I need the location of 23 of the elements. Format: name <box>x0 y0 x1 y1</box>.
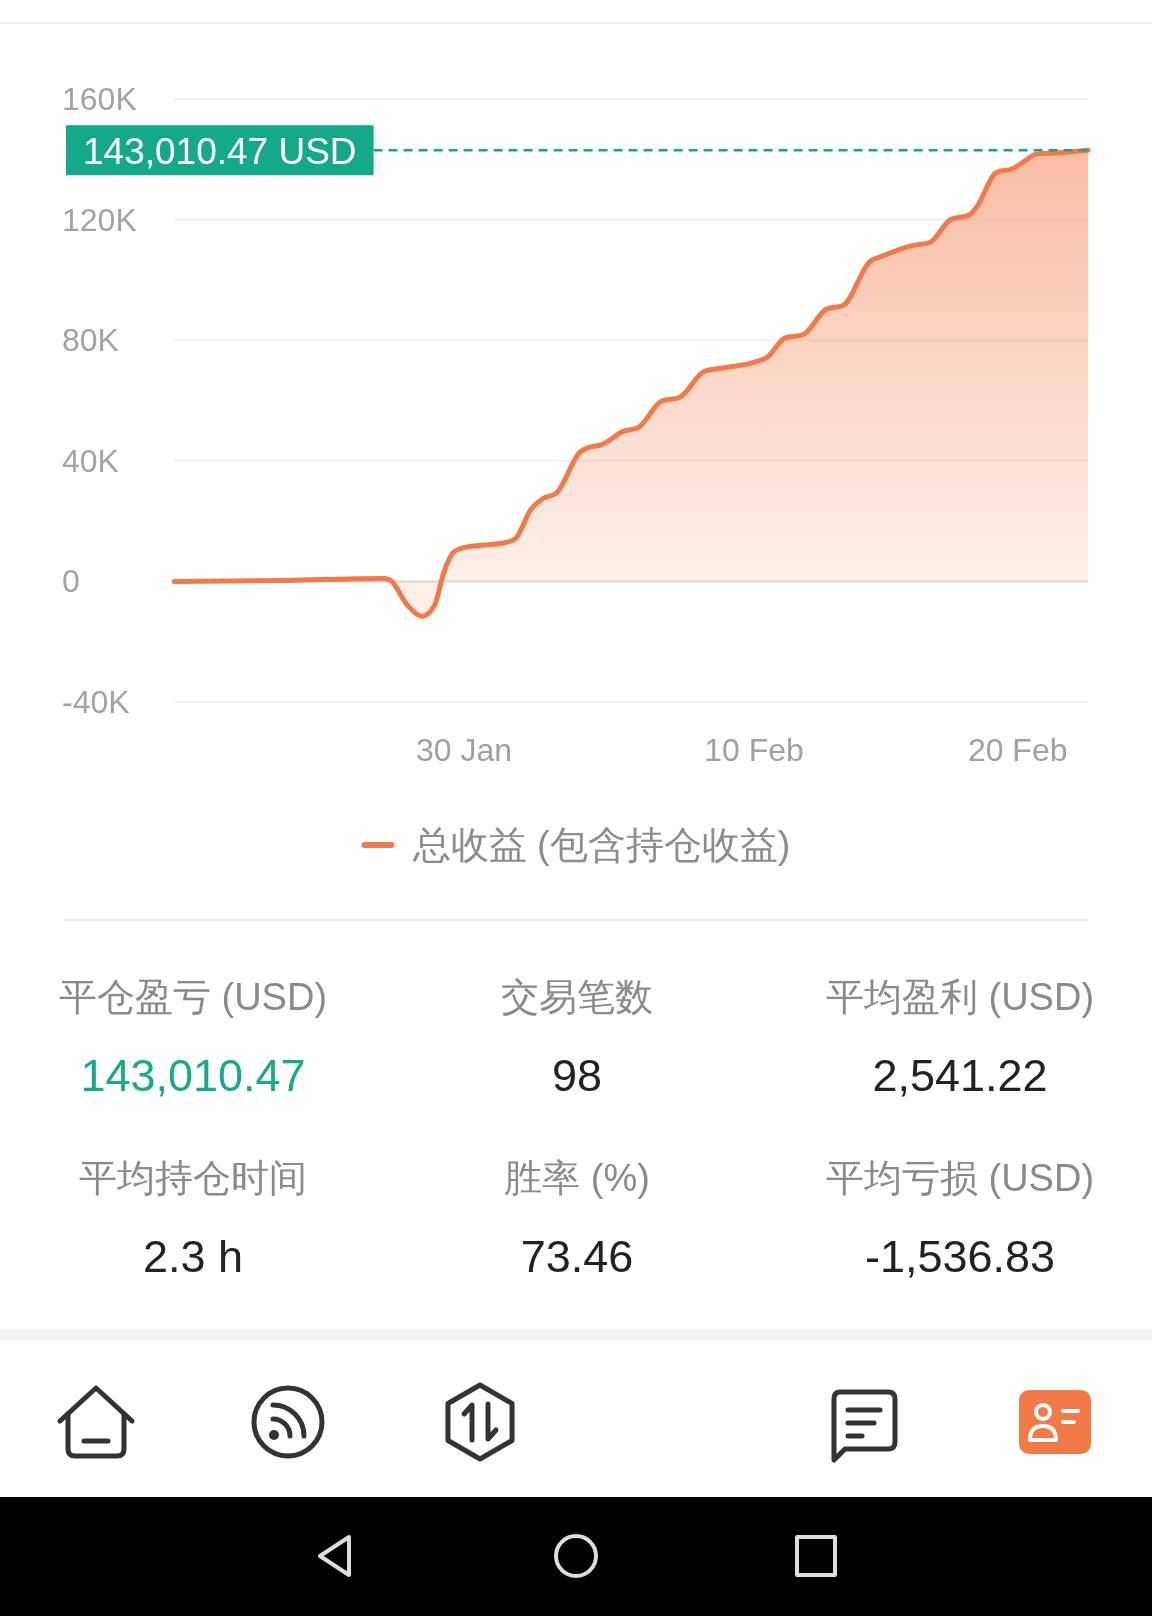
y-tick-label: 120K <box>62 201 137 238</box>
text: 交易笔数 <box>501 976 653 1018</box>
ref-line-label: 143,010.47 USD <box>83 130 357 172</box>
text: 73.46 <box>520 1230 634 1282</box>
y-tick-label: 0 <box>62 563 80 600</box>
x-tick-label: 30 Jan <box>415 732 513 768</box>
x-tick-label: 20 Feb <box>967 732 1068 768</box>
y-tick-label: -40K <box>62 684 130 720</box>
text: 2.3 h <box>142 1230 244 1282</box>
text: 2,541.22 <box>872 1049 1048 1101</box>
y-tick-label: 80K <box>62 322 119 359</box>
text: 平均持仓时间 <box>79 1157 307 1199</box>
y-tick-label: 40K <box>62 442 119 479</box>
text: 平仓盈亏 (USD) <box>58 976 328 1018</box>
text: 98 <box>551 1049 603 1101</box>
x-tick-label: 10 Feb <box>704 732 804 768</box>
text: -1,536.83 <box>864 1230 1056 1282</box>
text: 胜率 (%) <box>504 1157 650 1199</box>
text: 平均亏损 (USD) <box>825 1157 1095 1199</box>
legend-label: 总收益 (包含持仓收益) <box>411 824 791 866</box>
text: 平均盈利 (USD) <box>825 976 1095 1018</box>
text: 143,010.47 <box>80 1049 306 1101</box>
y-tick-label: 160K <box>62 81 137 117</box>
